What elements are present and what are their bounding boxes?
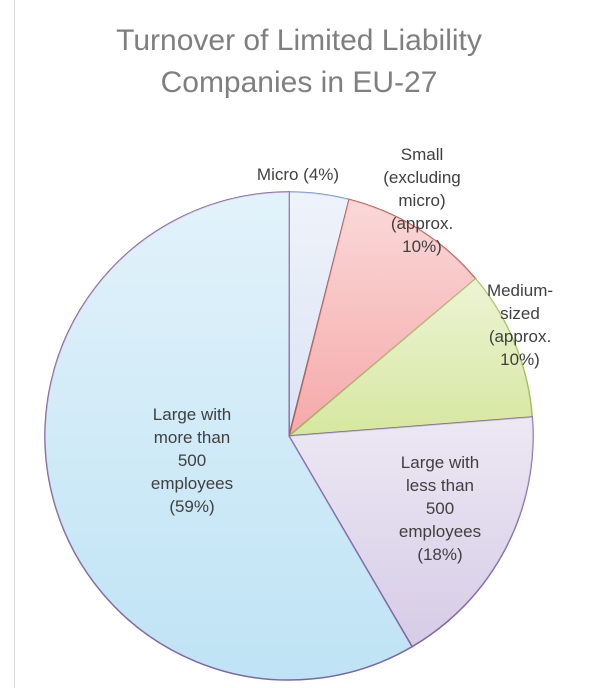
- pie-slice-label-line: (approx.: [489, 327, 551, 346]
- pie-slice-label-line: Small: [401, 145, 444, 164]
- pie-slice-label-line: micro): [398, 191, 445, 210]
- pie-slice-label-5: Large with more than 500 employees (59%): [151, 405, 233, 516]
- pie-slice-label-line: 10%): [402, 237, 442, 256]
- pie-slice-3-sheen: [289, 278, 533, 436]
- pie-slice-label-line: sized: [500, 304, 540, 323]
- pie-slice-label-line: Large with: [401, 453, 479, 472]
- pie-slice-label-line: 10%): [500, 350, 540, 369]
- chart-title-line-2: Companies in EU-27: [160, 66, 438, 99]
- pie-slice-label-line: (approx.: [391, 214, 453, 233]
- pie-slice-2-sheen: [289, 199, 476, 436]
- pie-labels: Micro (4%) Small (excluding micro) (approx. 1…: [151, 145, 553, 564]
- pie-slice-label-line: (59%): [169, 497, 214, 516]
- pie-slice-4-sheen: [289, 417, 533, 647]
- pie-slice-label-1: Micro (4%): [257, 165, 339, 184]
- pie-slice-label-line: Micro (4%): [257, 165, 339, 184]
- pie-slice-label-3: Medium-sized (approx. 10%): [487, 281, 553, 369]
- pie-slice-label-line: employees: [399, 522, 481, 541]
- pie-slice-5-sheen: [44, 192, 413, 681]
- pie-slice-label-line: 500: [426, 499, 454, 518]
- pie-slice-label-line: 500: [178, 451, 206, 470]
- pie-slice-label-line: less than: [406, 476, 474, 495]
- pie-slice-label-line: employees: [151, 474, 233, 493]
- pie-slice-label-line: (18%): [417, 545, 462, 564]
- chart-title: Turnover of Limited Liability Companies …: [0, 20, 598, 104]
- pie-slice-label-line: more than: [154, 428, 231, 447]
- pie-slices: [44, 191, 534, 681]
- pie-slice-label-line: Large with: [153, 405, 231, 424]
- pie-slice-label-4: Large with less than 500 employees (18%): [399, 453, 481, 564]
- chart-title-line-1: Turnover of Limited Liability: [116, 24, 482, 57]
- pie-slice-label-line: (excluding: [383, 168, 461, 187]
- pie-slice-label-line: Medium-: [487, 281, 553, 300]
- pie-slice-label-2: Small (excluding micro) (approx. 10%): [383, 145, 461, 256]
